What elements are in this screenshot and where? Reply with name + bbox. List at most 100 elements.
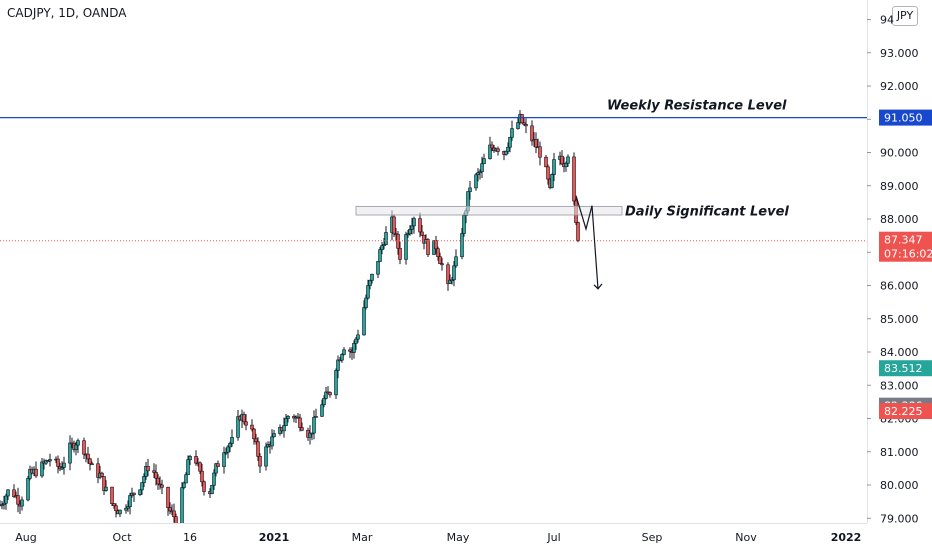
candle-body bbox=[312, 417, 316, 434]
candle bbox=[210, 485, 214, 495]
candle-body bbox=[140, 482, 144, 491]
candle-body bbox=[398, 247, 402, 260]
candle-body bbox=[20, 499, 24, 507]
candle-body bbox=[550, 174, 554, 188]
candle-body bbox=[520, 114, 524, 124]
candle bbox=[412, 216, 416, 234]
candle-body bbox=[236, 416, 240, 438]
candle bbox=[284, 414, 288, 427]
candle bbox=[364, 294, 368, 310]
candle-body bbox=[264, 446, 268, 467]
candle-body bbox=[90, 463, 94, 466]
candle-body bbox=[16, 495, 20, 505]
candle-body bbox=[298, 417, 302, 428]
candle bbox=[326, 386, 330, 394]
candle-body bbox=[74, 444, 78, 450]
candle-body bbox=[202, 481, 206, 492]
candle bbox=[538, 141, 542, 166]
price-badge-bg bbox=[879, 403, 932, 420]
price-badge-bg bbox=[879, 360, 932, 377]
price-badge-bg bbox=[879, 109, 932, 126]
candle-body bbox=[322, 398, 326, 406]
candle bbox=[76, 438, 80, 454]
candle bbox=[110, 486, 114, 507]
candle bbox=[252, 427, 256, 445]
candle-body bbox=[452, 265, 456, 281]
candle bbox=[216, 460, 220, 467]
candle-body bbox=[560, 155, 564, 165]
candle-body bbox=[576, 222, 580, 241]
candle bbox=[214, 462, 218, 477]
candle-body bbox=[252, 428, 256, 440]
candle-body bbox=[166, 486, 170, 508]
candle-body bbox=[300, 427, 304, 431]
candle-body bbox=[496, 148, 500, 152]
candle bbox=[20, 496, 24, 511]
candle bbox=[534, 132, 538, 154]
candle-body bbox=[436, 248, 440, 257]
candle bbox=[102, 476, 106, 495]
price-badge-label: 83.512 bbox=[884, 362, 923, 375]
candle bbox=[480, 156, 484, 178]
candle bbox=[474, 173, 478, 191]
price-badge: 91.050 bbox=[879, 109, 932, 126]
candle bbox=[184, 472, 188, 484]
candle-body bbox=[142, 476, 146, 483]
candle bbox=[272, 429, 276, 438]
candle-body bbox=[118, 509, 122, 515]
candle bbox=[26, 476, 30, 502]
candle bbox=[56, 455, 60, 474]
candle bbox=[86, 446, 90, 464]
candle-body bbox=[364, 297, 368, 308]
candle-body bbox=[380, 245, 384, 250]
candle-body bbox=[544, 156, 548, 168]
candle-body bbox=[370, 273, 374, 281]
y-tick-label: 83.000 bbox=[880, 379, 919, 392]
candle-body bbox=[76, 440, 80, 446]
candle-body bbox=[440, 263, 444, 266]
candle bbox=[544, 155, 548, 168]
candle-body bbox=[368, 280, 372, 286]
candle bbox=[188, 454, 192, 466]
candle bbox=[132, 492, 136, 502]
candle-body bbox=[272, 433, 276, 438]
candle bbox=[520, 113, 524, 124]
x-tick-label: Nov bbox=[735, 531, 757, 544]
candle-body bbox=[56, 458, 60, 467]
candle-body bbox=[154, 472, 158, 479]
candle bbox=[336, 355, 340, 379]
candle bbox=[356, 329, 360, 343]
candle-body bbox=[534, 139, 538, 148]
candle bbox=[6, 489, 10, 501]
candle-body bbox=[328, 392, 332, 396]
candle bbox=[270, 429, 274, 450]
candle bbox=[462, 212, 466, 237]
candle-body bbox=[566, 156, 570, 164]
candle-body bbox=[172, 510, 176, 517]
candle-body bbox=[174, 516, 178, 523]
candle bbox=[160, 479, 164, 495]
candle-body bbox=[336, 359, 340, 371]
candle-body bbox=[552, 159, 556, 175]
y-tick-label: 79.000 bbox=[880, 512, 919, 525]
price-badge: 82.225 bbox=[879, 403, 932, 420]
candle-body bbox=[286, 415, 290, 419]
candle bbox=[468, 181, 472, 200]
candle-body bbox=[354, 338, 358, 344]
candle-body bbox=[210, 485, 214, 495]
y-tick-label: 89.000 bbox=[880, 180, 919, 193]
currency-label[interactable]: JPY bbox=[892, 6, 918, 26]
candle bbox=[488, 136, 492, 160]
candle-body bbox=[168, 507, 172, 512]
candle bbox=[96, 457, 100, 484]
x-tick-label: Sep bbox=[642, 531, 663, 544]
candle bbox=[378, 246, 382, 262]
candle bbox=[166, 486, 170, 516]
candle-body bbox=[282, 425, 286, 432]
candle bbox=[250, 419, 254, 432]
candle-body bbox=[340, 354, 344, 361]
candle-body bbox=[216, 463, 220, 467]
y-tick-label: 84.000 bbox=[880, 346, 919, 359]
